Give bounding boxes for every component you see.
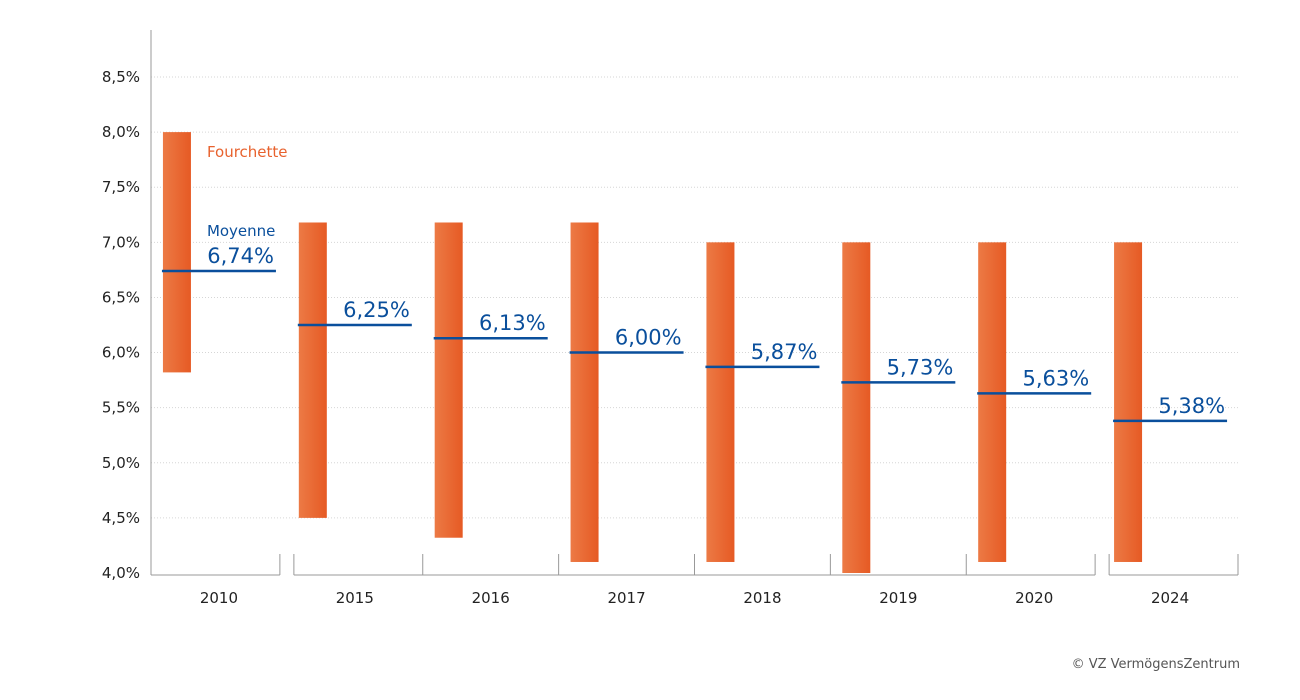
y-tick-label: 7,5% [102, 178, 140, 196]
y-axis: 4,0% 4,5% 5,0% 5,5% 6,0% 6,5% 7,0% 7,5% 8,0% 8,5% [102, 30, 152, 582]
average-value-label: 5,73% [887, 355, 954, 379]
average-value-label: 6,25% [343, 298, 410, 322]
range-bar [706, 242, 735, 562]
x-tick-label: 2019 [879, 589, 917, 607]
x-tick-label: 2018 [743, 589, 781, 607]
average-value-label: 5,63% [1022, 366, 1089, 390]
fourchette-annotation: Fourchette [207, 143, 288, 161]
y-tick-label: 8,0% [102, 123, 140, 141]
x-tick-label: 2024 [1151, 589, 1189, 607]
y-tick-label: 5,0% [102, 454, 140, 472]
range-bar [1114, 242, 1143, 562]
y-tick-label: 6,5% [102, 288, 140, 306]
y-tick-label: 5,5% [102, 399, 140, 417]
average-value-label: 5,87% [751, 340, 818, 364]
average-value-label: 5,38% [1158, 394, 1225, 418]
range-bar [162, 132, 191, 373]
average-value-label: 6,00% [615, 326, 682, 350]
moyenne-annotation: Moyenne [207, 222, 275, 240]
average-value-label: 6,74% [207, 244, 274, 268]
y-tick-label: 6,0% [102, 344, 140, 362]
series-annotations: Fourchette Moyenne [207, 143, 288, 240]
range-bar [434, 222, 463, 538]
x-tick-label: 2015 [336, 589, 374, 607]
copyright-notice: © VZ VermögensZentrum [1071, 657, 1240, 672]
x-tick-label: 2020 [1015, 589, 1053, 607]
range-bar [842, 242, 871, 574]
average-value-label: 6,13% [479, 311, 546, 335]
x-tick-label: 2016 [472, 589, 510, 607]
y-tick-label: 4,5% [102, 509, 140, 527]
y-tick-label: 8,5% [102, 68, 140, 86]
x-axis: 2010 2015 2016 2017 2018 2019 2020 2024 [151, 554, 1239, 607]
average-lines: 6,74% 6,25% 6,13% 6,00% 5,87% 5,73% 5,63% 5,38% [161, 244, 1228, 423]
x-tick-label: 2017 [607, 589, 645, 607]
y-tick-label: 7,0% [102, 233, 140, 251]
range-bar [570, 222, 599, 562]
range-bar [298, 222, 327, 518]
gridlines [151, 76, 1238, 519]
range-bar [978, 242, 1007, 562]
x-tick-label: 2010 [200, 589, 238, 607]
y-tick-label: 4,0% [102, 564, 140, 582]
range-bars [162, 132, 1143, 574]
